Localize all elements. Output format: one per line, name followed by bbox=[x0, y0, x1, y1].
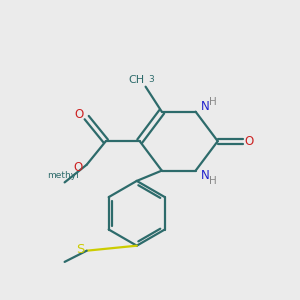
Text: CH: CH bbox=[128, 75, 144, 85]
Text: O: O bbox=[75, 108, 84, 121]
Text: S: S bbox=[76, 243, 84, 256]
Text: N: N bbox=[201, 169, 209, 182]
Text: methyl: methyl bbox=[47, 171, 79, 180]
Text: H: H bbox=[209, 97, 217, 107]
Text: H: H bbox=[209, 176, 217, 186]
Text: O: O bbox=[74, 161, 83, 174]
Text: 3: 3 bbox=[148, 75, 154, 84]
Text: N: N bbox=[201, 100, 209, 113]
Text: O: O bbox=[244, 135, 254, 148]
